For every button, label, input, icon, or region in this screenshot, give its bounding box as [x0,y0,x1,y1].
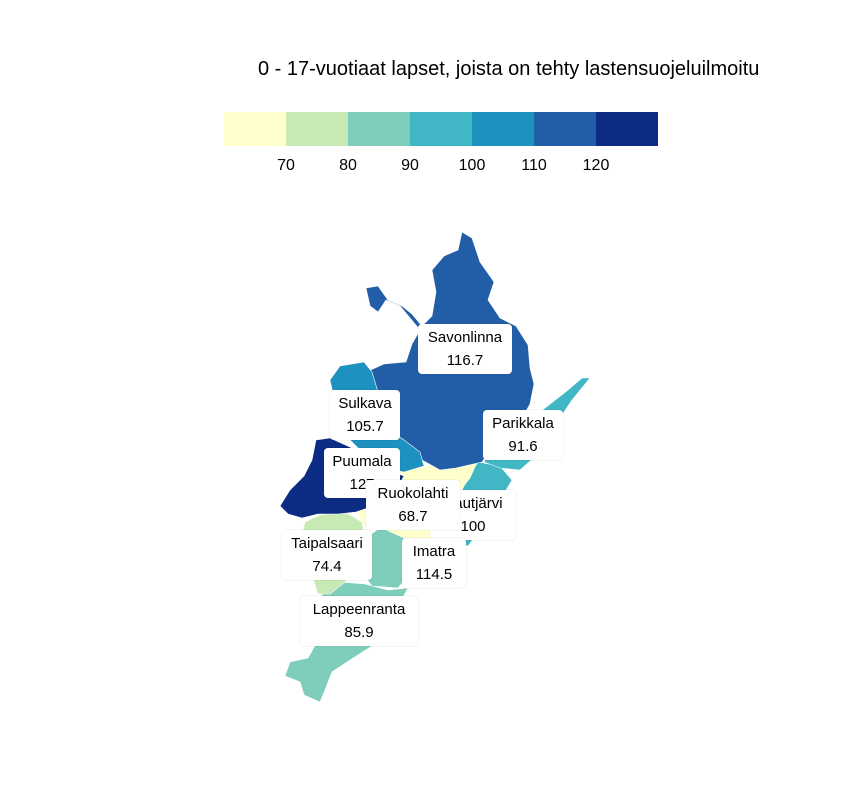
label-parikkala: Parikkala 91.6 [483,410,563,460]
region-value: 91.6 [508,438,538,455]
label-taipalsaari: Taipalsaari 74.4 [282,530,372,580]
map-title: 0 - 17-vuotiaat lapset, joista on tehty … [258,58,760,80]
region-name: Ruokolahti [377,485,449,502]
region-name: Taipalsaari [291,535,363,552]
region-name: Savonlinna [427,329,503,346]
region-name: Parikkala [492,415,554,432]
region-name: Puumala [332,453,392,470]
legend-tick-label: 100 [459,157,486,174]
legend-tick-label: 80 [339,157,357,174]
legend-swatch [286,112,348,146]
legend-swatch [410,112,472,146]
legend-tick-label: 120 [583,157,610,174]
legend-tick-label: 70 [277,157,295,174]
label-sulkava: Sulkava 105.7 [330,390,400,440]
label-imatra: Imatra 114.5 [402,538,466,588]
region-name: Sulkava [338,395,392,412]
region-value: 74.4 [312,558,342,575]
color-legend: 70 80 90 100 110 120 [224,112,658,174]
legend-swatch [224,112,286,146]
label-lappeenranta: Lappeenranta 85.9 [300,596,418,646]
legend-swatch [348,112,410,146]
region-value: 85.9 [344,624,374,641]
region-value: 105.7 [346,418,384,435]
legend-swatch [596,112,658,146]
region-value: 114.5 [415,566,453,583]
region-name: Imatra [412,543,456,560]
label-ruokolahti: Ruokolahti 68.7 [366,480,460,530]
region-value: 68.7 [398,508,428,525]
region-value: 100 [460,518,486,535]
legend-tick-label: 110 [521,157,547,174]
region-value: 116.7 [446,352,484,369]
region-name: Lappeenranta [312,601,406,618]
legend-swatch [472,112,534,146]
legend-tick-label: 90 [401,157,419,174]
legend-swatch [534,112,596,146]
label-savonlinna: Savonlinna 116.7 [418,324,512,374]
